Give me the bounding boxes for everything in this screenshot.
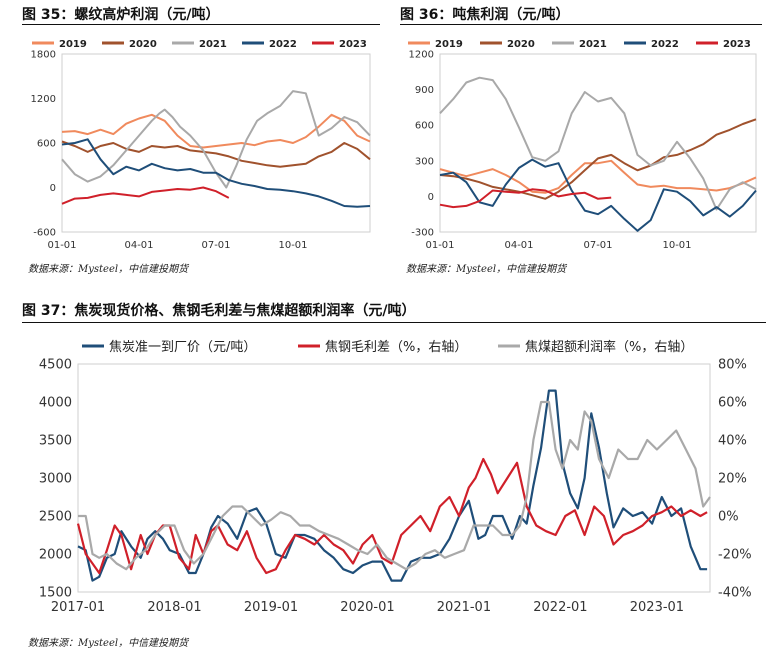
y-tick-label-300: 300 (415, 156, 434, 167)
x-tick-label-2020-01: 2020-01 (340, 600, 394, 615)
y-tick-label-1200: 1200 (31, 94, 56, 105)
legend-label-2021: 2021 (199, 39, 227, 50)
legend-label-2023: 2023 (339, 39, 367, 50)
y-tick-label-600: 600 (415, 121, 434, 132)
y2-tick-label-0: 0% (718, 510, 739, 525)
x-tick-label-10-01: 10-01 (662, 240, 691, 251)
y-tick-label-1800: 1800 (31, 50, 56, 61)
legend-label-2019: 2019 (59, 39, 87, 50)
figure-37-title: 图 37：焦炭现货价格、焦钢毛利差与焦煤超额利润率（元/吨） (22, 303, 416, 319)
x-tick-label-2022-01: 2022-01 (533, 600, 587, 615)
y-tick-label-4500: 4500 (39, 358, 72, 373)
figure-35-source: 数据来源：Mysteel，中信建投期货 (28, 264, 189, 275)
y-tick-label-2000: 2000 (39, 548, 72, 563)
series-line-red (76, 457, 708, 575)
x-tick-label-07-01: 07-01 (583, 240, 612, 251)
series-line-2023 (439, 188, 612, 209)
x-tick-label-07-01: 07-01 (201, 240, 230, 251)
figure-36-source: 数据来源：Mysteel，中信建投期货 (406, 264, 567, 275)
plot-area-frame (61, 53, 371, 233)
series-line-gray (78, 400, 711, 571)
x-tick-label-04-01: 04-01 (124, 240, 153, 251)
figure-37-source: 数据来源：Mysteel，中信建投期货 (28, 638, 189, 649)
x-tick-label-2023-01: 2023-01 (630, 600, 684, 615)
legend-label-2023: 2023 (723, 39, 751, 50)
figure-37-rule (22, 322, 766, 323)
series-line-2022 (439, 158, 757, 232)
legend-label-2022: 2022 (269, 39, 297, 50)
series-line-2021 (439, 76, 757, 211)
series-line-2020 (61, 140, 371, 168)
x-tick-label-2021-01: 2021-01 (437, 600, 491, 615)
legend-label-2022: 2022 (651, 39, 679, 50)
y-tick-label-2500: 2500 (39, 510, 72, 525)
y2-tick-label-20: -20% (718, 548, 752, 563)
x-tick-label-10-01: 10-01 (278, 240, 307, 251)
y-tick-label-900: 900 (415, 85, 434, 96)
y2-tick-label-40: 40% (718, 434, 747, 449)
x-tick-label-2018-01: 2018-01 (147, 600, 201, 615)
y-tick-label-1200: 1200 (409, 50, 434, 61)
y-tick-label-4000: 4000 (39, 396, 72, 411)
y2-tick-label-40: -40% (718, 586, 752, 601)
y-tick-label-600: 600 (37, 139, 56, 150)
x-tick-label-01-01: 01-01 (425, 240, 454, 251)
series-line-2020 (439, 118, 757, 200)
y-tick-label-3500: 3500 (39, 434, 72, 449)
chart-coke-price-margin-profit-rate: 4500 4000 3500 3000 2500 2000 1500 80% 60% 40% 20%… (39, 339, 752, 615)
series-line-2021 (61, 90, 371, 189)
legend-label-red: 焦钢毛利差（%，右轴） (325, 340, 467, 355)
series-line-2019 (439, 159, 757, 194)
plot-area-frame (439, 53, 757, 233)
series-line-2023 (61, 186, 230, 205)
series-line-2022 (61, 138, 371, 208)
legend-label-2020: 2020 (129, 39, 157, 50)
y-tick-label-0: 0 (50, 183, 56, 194)
y2-tick-label-60: 60% (718, 396, 747, 411)
y-tick-label-300: -300 (411, 228, 434, 239)
y-tick-label-1500: 1500 (39, 586, 72, 601)
x-tick-label-04-01: 04-01 (504, 240, 533, 251)
plot-area-frame (77, 363, 711, 593)
y-tick-label-600: -600 (33, 228, 56, 239)
x-tick-label-01-01: 01-01 (47, 240, 76, 251)
series-line-2019 (61, 113, 371, 149)
y2-tick-label-20: 20% (718, 472, 747, 487)
figure-35-title: 图 35：螺纹高炉利润（元/吨） (22, 7, 220, 23)
y-tick-label-3000: 3000 (39, 472, 72, 487)
y2-tick-label-80: 80% (718, 358, 747, 373)
figure-36-title: 图 36：吨焦利润（元/吨） (400, 7, 570, 23)
x-tick-label-2019-01: 2019-01 (244, 600, 298, 615)
legend-label-gray: 焦煤超额利润率（%，右轴） (525, 339, 693, 355)
legend-label-2019: 2019 (435, 39, 463, 50)
y-tick-label-0: 0 (428, 192, 434, 203)
legend-label-2021: 2021 (579, 39, 607, 50)
x-tick-label-2017-01: 2017-01 (51, 600, 105, 615)
figure-35-rule (22, 24, 380, 25)
figure-36-rule (400, 24, 762, 25)
series-line-navy (77, 389, 708, 582)
legend-label-navy: 焦炭准一到厂价（元/吨） (109, 340, 256, 355)
legend-label-2020: 2020 (507, 39, 535, 50)
